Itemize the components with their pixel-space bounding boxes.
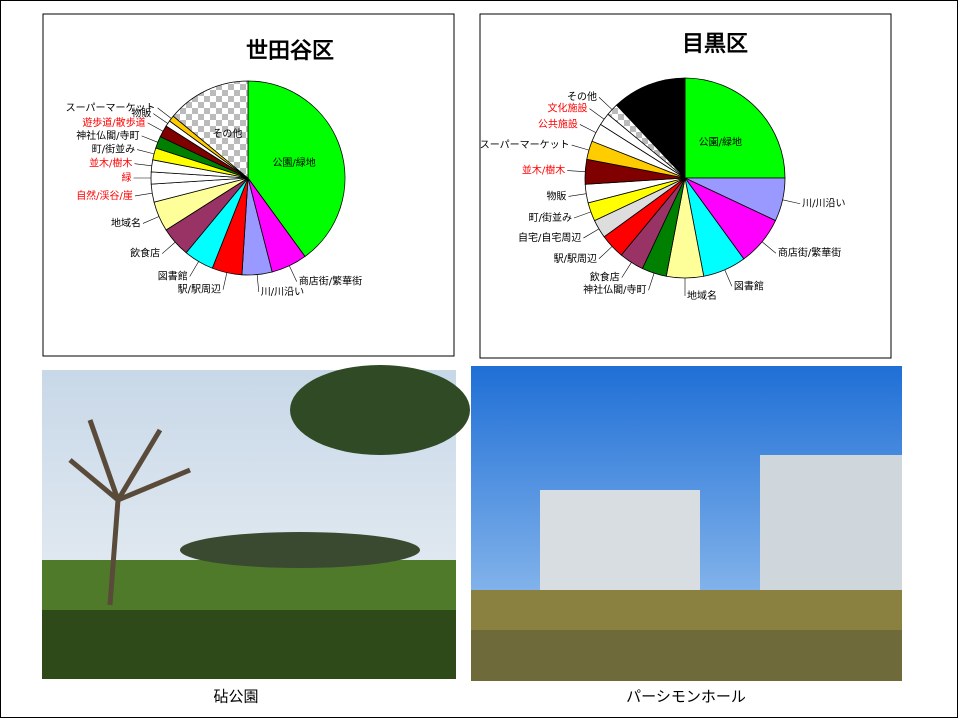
slice-label: 神社仏閣/寺町 bbox=[583, 283, 646, 296]
slice-label: 駅/駅周辺 bbox=[178, 284, 221, 296]
chart-title: 世田谷区 bbox=[246, 39, 334, 64]
slice-label: 自然/渓谷/崖 bbox=[76, 189, 133, 202]
slice-label: 神社仏閣/寺町 bbox=[76, 129, 139, 142]
photo-caption: 砧公園 bbox=[213, 688, 258, 706]
slice-label: 公園/緑地 bbox=[699, 136, 742, 149]
photo-caption: パーシモンホール bbox=[626, 688, 746, 706]
slice-label: 地域名 bbox=[111, 216, 141, 229]
slice-label: 町/街並み bbox=[529, 211, 572, 224]
slice-label: 緑 bbox=[122, 171, 132, 184]
slice-label: 並木/樹木 bbox=[522, 164, 565, 177]
photo bbox=[42, 365, 470, 679]
slice-label: 並木/樹木 bbox=[89, 157, 132, 170]
slice-label: 物販 bbox=[546, 189, 566, 202]
slice-label: その他 bbox=[212, 127, 242, 140]
slice-label: 文化施設 bbox=[548, 102, 588, 115]
slice-label: 地域名 bbox=[687, 289, 717, 302]
slice-label: 自宅/自宅周辺 bbox=[518, 231, 581, 244]
slice-label: 川/川沿い bbox=[261, 286, 304, 298]
slice-label: スーパーマーケット bbox=[66, 102, 156, 114]
slice-label: 商店街/繁華街 bbox=[299, 275, 362, 288]
slice-label: 商店街/繁華街 bbox=[778, 246, 841, 259]
slice-label: 飲食店 bbox=[590, 271, 620, 284]
slice-label: 川/川沿い bbox=[802, 198, 845, 210]
slice-label: 公園/緑地 bbox=[272, 156, 315, 169]
slice-label: 図書館 bbox=[734, 279, 764, 292]
slice-label: 駅/駅周辺 bbox=[554, 253, 597, 265]
slice-label: その他 bbox=[567, 90, 597, 103]
slice-label: 町/街並み bbox=[92, 143, 135, 156]
slide: 砧公園 パーシモンホール 世田谷区公園/緑地商店街/繁華街川/川沿い駅/駅周辺図… bbox=[0, 0, 958, 720]
slice-label: 公共施設 bbox=[538, 117, 578, 130]
photo bbox=[471, 366, 902, 681]
slice-label: スーパーマーケット bbox=[480, 139, 570, 151]
chart-title: 目黒区 bbox=[682, 32, 748, 57]
slice-label: 図書館 bbox=[158, 270, 188, 283]
slice-label: 飲食店 bbox=[130, 247, 160, 260]
